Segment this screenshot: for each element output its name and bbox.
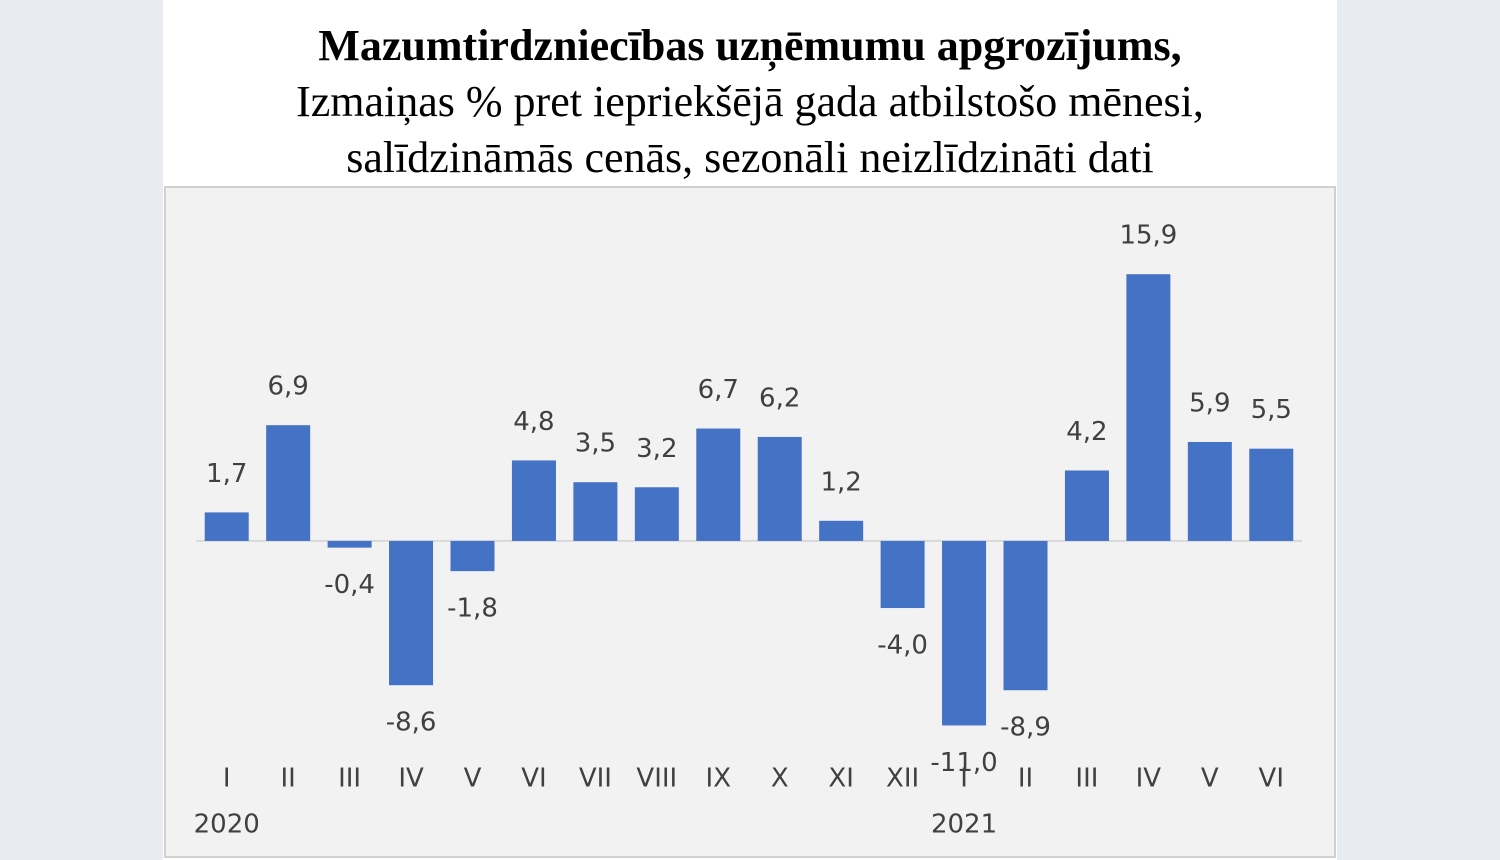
x-tick-label: X: [771, 764, 789, 794]
value-label: 4,2: [1066, 417, 1107, 447]
value-label: -4,0: [877, 631, 928, 661]
x-tick-label: VI: [521, 764, 546, 794]
x-tick-label: XI: [828, 764, 853, 794]
x-group-label: 2021: [931, 810, 997, 840]
bar: [757, 436, 802, 541]
x-tick-label: VI: [1259, 764, 1284, 794]
value-label: 15,9: [1119, 221, 1177, 251]
value-label: 4,8: [513, 407, 554, 437]
chart-title: Mazumtirdzniecības uzņēmumu apgrozījums,: [318, 21, 1181, 72]
value-label: 6,9: [267, 372, 308, 402]
x-tick-label: IV: [398, 764, 424, 794]
x-group-label: 2020: [194, 810, 260, 840]
value-label: -1,8: [447, 594, 498, 624]
value-label: 5,5: [1251, 395, 1292, 425]
value-label: -0,4: [324, 570, 375, 600]
value-label: 1,2: [820, 467, 861, 497]
value-label: 3,2: [636, 434, 677, 464]
x-tick-label: V: [1201, 764, 1219, 794]
x-tick-label: I: [223, 764, 231, 794]
x-tick-label: III: [338, 764, 361, 794]
value-label: -8,6: [386, 708, 437, 738]
bar: [389, 540, 434, 686]
x-tick-label: V: [464, 764, 482, 794]
bar: [1003, 540, 1048, 691]
value-label: 6,7: [698, 375, 739, 405]
bar: [511, 460, 556, 541]
chart-subtitle: Izmaiņas % pret iepriekšējā gada atbilst…: [296, 77, 1204, 126]
bar: [942, 540, 987, 726]
x-tick-label: VIII: [636, 764, 677, 794]
value-label: 5,9: [1189, 388, 1230, 418]
bar: [573, 482, 618, 541]
bar: [1064, 470, 1109, 541]
x-tick-label: I: [960, 764, 968, 794]
x-tick-label: III: [1075, 764, 1098, 794]
bar: [1126, 274, 1171, 541]
bar: [880, 540, 925, 609]
chart-subtitle: salīdzināmās cenās, sezonāli neizlīdzinā…: [346, 133, 1154, 182]
bar: [1187, 441, 1232, 541]
bar: [327, 540, 372, 548]
bar: [819, 520, 864, 541]
x-tick-label: IV: [1136, 764, 1162, 794]
value-label: 6,2: [759, 383, 800, 413]
value-label: -8,9: [1000, 713, 1051, 743]
bar: [1249, 448, 1294, 541]
x-tick-label: II: [280, 764, 295, 794]
bar: [204, 512, 249, 541]
x-tick-label: II: [1018, 764, 1033, 794]
bar: [696, 428, 741, 541]
bar: [634, 487, 679, 541]
x-tick-label: VII: [579, 764, 612, 794]
value-label: 1,7: [206, 459, 247, 489]
x-tick-label: XII: [886, 764, 919, 794]
value-label: -11,0: [930, 748, 997, 778]
x-tick-label: IX: [706, 764, 731, 794]
value-label: 3,5: [575, 429, 616, 459]
bar: [266, 425, 311, 541]
bar: [450, 540, 495, 572]
